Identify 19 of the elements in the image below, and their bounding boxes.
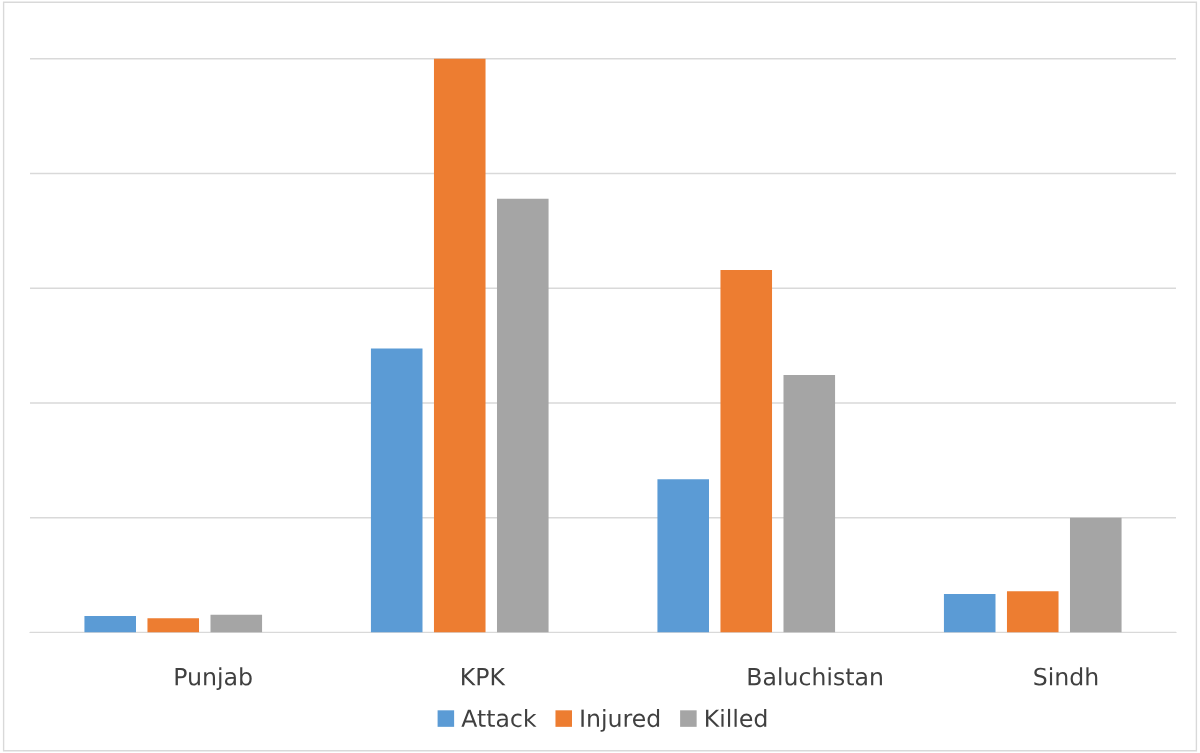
legend-label: Killed (706, 708, 767, 728)
bar (433, 58, 486, 633)
x-tick-label: Punjab (175, 667, 252, 691)
x-tick-label: Baluchistan (748, 667, 882, 686)
bar (84, 615, 137, 633)
legend-label: Attack (461, 708, 537, 728)
x-tick-label: Sindh (1034, 667, 1098, 686)
bar (657, 479, 710, 633)
bar (783, 374, 836, 633)
bar (210, 614, 263, 633)
bar (1069, 517, 1122, 633)
bar (720, 269, 773, 633)
bar (147, 618, 200, 633)
bar (370, 348, 423, 633)
bar (497, 198, 549, 633)
bar (1006, 591, 1059, 633)
bar (943, 594, 996, 633)
x-tick-label: KPK (462, 667, 506, 686)
legend-label: Injured (581, 708, 660, 732)
